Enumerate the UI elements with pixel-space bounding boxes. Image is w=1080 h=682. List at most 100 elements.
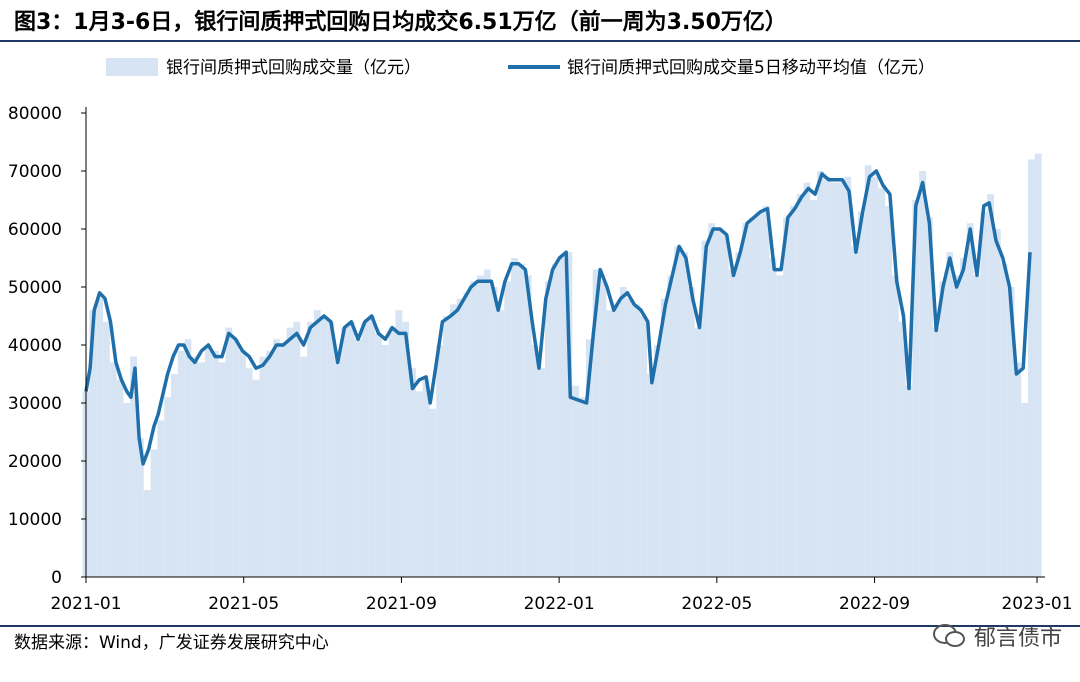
volume-bar (307, 321, 314, 577)
volume-bar (857, 211, 865, 577)
volume-bar (463, 292, 471, 577)
volume-bar (973, 275, 981, 577)
volume-bar (150, 449, 158, 577)
volume-bar (830, 182, 838, 577)
volume-bar (959, 258, 967, 577)
volume-bar (565, 252, 573, 577)
volume-bar (545, 281, 552, 577)
volume-bar (749, 217, 756, 577)
volume-bar (538, 368, 546, 577)
volume-bar (946, 252, 954, 577)
volume-bar (694, 327, 702, 577)
volume-bar (939, 281, 947, 577)
volume-bar (205, 345, 212, 577)
volume-bar (925, 217, 933, 577)
volume-bar (653, 345, 661, 577)
y-tick-label: 30000 (8, 394, 62, 414)
volume-bar (885, 205, 892, 578)
volume-bar (606, 310, 614, 577)
volume-bar (218, 362, 226, 577)
volume-bar (504, 281, 512, 577)
volume-bar (402, 321, 410, 577)
volume-bar (1027, 159, 1035, 577)
volume-bar (796, 194, 804, 577)
volume-bar (674, 246, 682, 577)
volume-bar (198, 362, 206, 577)
volume-bar (912, 200, 920, 577)
volume-bar (436, 345, 444, 577)
volume-bar (354, 339, 362, 577)
volume-bar (531, 345, 539, 577)
volume-bar (613, 304, 620, 577)
volume-bar (273, 339, 280, 577)
volume-bar (878, 188, 886, 577)
volume-bar (347, 321, 355, 577)
y-tick-label: 20000 (8, 452, 62, 472)
volume-bar (334, 356, 342, 577)
volume-bar (497, 310, 505, 577)
x-tick-label: 2022-09 (839, 594, 910, 614)
volume-bar (130, 356, 138, 577)
volume-bar (511, 258, 518, 577)
volume-bar (96, 298, 104, 577)
volume-bar (409, 368, 416, 577)
volume-bar (626, 298, 634, 577)
volume-bar (891, 275, 899, 577)
volume-bar (266, 350, 274, 577)
volume-bar (783, 217, 790, 577)
volume-bar (919, 171, 926, 577)
y-tick-label: 70000 (8, 162, 62, 182)
volume-bar (361, 321, 369, 577)
volume-bar (817, 171, 824, 577)
volume-bar (341, 327, 348, 577)
volume-bar (905, 385, 913, 577)
x-tick-label: 2022-01 (524, 594, 595, 614)
bottom-rule (0, 625, 1080, 627)
volume-bar (728, 269, 736, 577)
volume-bar (864, 165, 872, 577)
y-tick-label: 50000 (8, 278, 62, 298)
x-axis: 2021-01 2021-05 2021-09 2022-01 2022-05 2022-… (50, 576, 1073, 614)
x-tick-label: 2021-09 (366, 594, 437, 614)
volume-bar (667, 275, 675, 577)
wechat-icon (932, 624, 965, 647)
volume-bar (245, 368, 253, 577)
volume-bar (381, 345, 389, 577)
volume-bar (715, 229, 722, 577)
volume-bar (1000, 263, 1008, 577)
volume-bar (762, 205, 770, 578)
volume-bar (701, 240, 709, 577)
volume-bar (585, 339, 593, 577)
volume-bar (388, 327, 396, 577)
volume-bar (456, 298, 464, 577)
volume-bar (572, 385, 580, 577)
watermark-text: 郁言债市 (973, 626, 1062, 651)
volume-bar (599, 281, 607, 577)
volume-bar (368, 316, 376, 577)
volume-bar (708, 223, 716, 577)
volume-bar (232, 339, 240, 577)
volume-bar (837, 182, 845, 577)
x-tick-label: 2021-05 (208, 594, 279, 614)
volume-bar (490, 287, 498, 577)
x-tick-label: 2021-01 (50, 594, 121, 614)
volume-bar (279, 345, 287, 577)
volume-bar (259, 356, 267, 577)
volume-bar (239, 350, 246, 577)
volume-bar (987, 194, 994, 577)
volume-bar (191, 356, 199, 577)
volume-bar (429, 408, 437, 577)
volume-bar (313, 310, 321, 577)
volume-bar (660, 298, 668, 577)
volume-bar (164, 397, 172, 577)
volume-bar (211, 350, 219, 577)
volume-bar (252, 379, 260, 577)
watermark: 郁言债市 (932, 620, 1062, 652)
volume-bar (109, 362, 117, 577)
volume-bar (1007, 287, 1015, 577)
volume-bar (103, 321, 110, 577)
volume-bar (687, 287, 695, 577)
legend: 银行间质押式回购成交量（亿元） 银行间质押式回购成交量5日移动平均值（亿元） (106, 58, 935, 78)
plot-area (82, 153, 1042, 578)
y-tick-label: 40000 (8, 336, 62, 356)
